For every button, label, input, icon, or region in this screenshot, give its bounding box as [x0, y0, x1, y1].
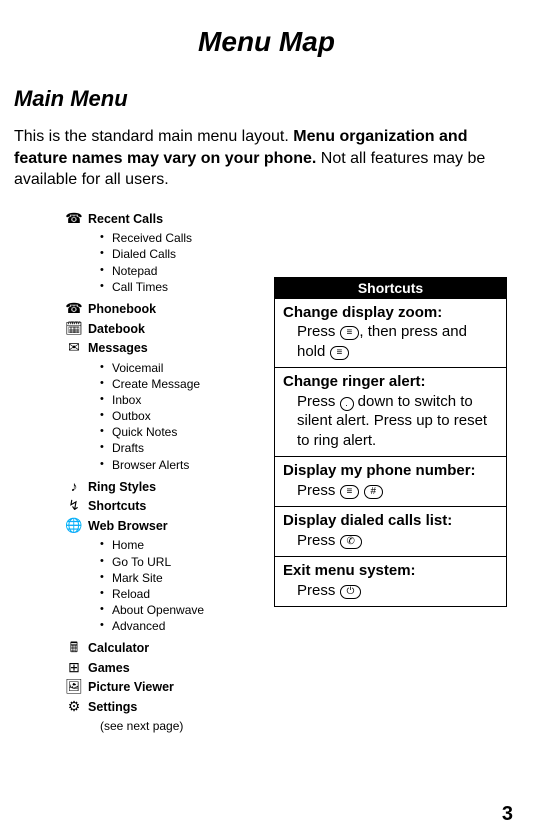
menu-icon: ☎ [64, 211, 84, 225]
key-icon: ✆ [340, 535, 362, 549]
menu-label: Ring Styles [84, 479, 156, 497]
menu-item: ⊞Games [64, 660, 274, 678]
shortcut-body: Press ≡, then press and hold ≡ [283, 322, 498, 361]
submenu-item: Inbox [100, 392, 274, 408]
nav-key-icon: · [340, 397, 354, 411]
submenu-item: Home [100, 537, 274, 553]
submenu-item: Advanced [100, 618, 274, 634]
menu-icon: 🖼 [64, 679, 84, 693]
shortcut-cell: Change ringer alert: Press · down to swit… [275, 367, 506, 456]
submenu-item: Mark Site [100, 570, 274, 586]
menu-item: ✉Messages [64, 340, 274, 358]
menu-icon: ⚙ [64, 699, 84, 713]
intro-pre: This is the standard main menu layout. [14, 128, 293, 145]
menu-item: 🖼Picture Viewer [64, 679, 274, 697]
submenu-item: Voicemail [100, 360, 274, 376]
menu-icon: 🌐 [64, 518, 84, 532]
submenu: HomeGo To URLMark SiteReloadAbout Openwa… [64, 537, 274, 634]
submenu-item: Notepad [100, 263, 274, 279]
menu-label: Recent Calls [84, 211, 163, 229]
menu-label: Datebook [84, 321, 145, 339]
menu-item: ↯Shortcuts [64, 498, 274, 516]
menu-label: Calculator [84, 640, 149, 658]
menu-note: (see next page) [64, 718, 274, 734]
submenu-item: Received Calls [100, 230, 274, 246]
submenu: VoicemailCreate MessageInboxOutboxQuick … [64, 360, 274, 473]
page-number: 3 [502, 803, 513, 826]
submenu-item: Go To URL [100, 554, 274, 570]
submenu-item: Dialed Calls [100, 246, 274, 262]
menu-item: ⚙Settings [64, 699, 274, 717]
shortcuts-table: Shortcuts Change display zoom:Press ≡, t… [274, 277, 507, 608]
shortcut-cell: Change display zoom:Press ≡, then press … [275, 298, 506, 368]
key-icon: ≡ [340, 326, 360, 340]
shortcuts-header: Shortcuts [275, 278, 506, 298]
menu-label: Web Browser [84, 518, 168, 536]
shortcut-cell: Display my phone number: Press ≡ # [275, 456, 506, 506]
page-title: Menu Map [14, 26, 519, 58]
submenu-item: Reload [100, 586, 274, 602]
shortcut-title: Display dialed calls list: [283, 512, 452, 529]
menu-label: Messages [84, 340, 148, 358]
menu-label: Picture Viewer [84, 679, 174, 697]
menu-item: 🌐Web Browser [64, 518, 274, 536]
key-icon: ≡ [340, 485, 360, 499]
menu-label: Phonebook [84, 301, 156, 319]
key-icon: ⏻ [340, 585, 362, 599]
shortcut-body: Press ≡ # [283, 481, 498, 501]
shortcuts-column: Shortcuts Change display zoom:Press ≡, t… [274, 277, 507, 608]
menu-item: 🗓Datebook [64, 321, 274, 339]
shortcut-body: Press · down to switch to silent alert. … [283, 392, 498, 451]
shortcut-title: Display my phone number: [283, 462, 476, 479]
submenu-item: Call Times [100, 279, 274, 295]
submenu-item: Create Message [100, 376, 274, 392]
shortcut-title: Exit menu system: [283, 562, 416, 579]
submenu-item: Outbox [100, 408, 274, 424]
menu-icon: 🗓 [64, 321, 84, 335]
menu-icon: ↯ [64, 498, 84, 512]
menu-column: ☎Recent CallsReceived CallsDialed CallsN… [14, 211, 274, 735]
menu-item: ♪Ring Styles [64, 479, 274, 497]
menu-icon: ⊞ [64, 660, 84, 674]
menu-icon: 🖩 [64, 640, 84, 654]
key-icon: ≡ [330, 346, 350, 360]
shortcut-title: Change ringer alert: [283, 373, 426, 390]
shortcut-cell: Display dialed calls list: Press ✆ [275, 506, 506, 556]
menu-icon: ♪ [64, 479, 84, 493]
shortcut-title: Change display zoom: [283, 304, 442, 321]
submenu-item: Quick Notes [100, 424, 274, 440]
menu-label: Shortcuts [84, 498, 146, 516]
submenu-item: Drafts [100, 440, 274, 456]
shortcut-body: Press ⏻ [283, 581, 498, 601]
section-heading: Main Menu [14, 86, 519, 112]
menu-item: ☎Recent Calls [64, 211, 274, 229]
submenu-item: About Openwave [100, 602, 274, 618]
intro-paragraph: This is the standard main menu layout. M… [14, 126, 519, 191]
menu-item: ☎Phonebook [64, 301, 274, 319]
menu-item: 🖩Calculator [64, 640, 274, 658]
key-icon: # [364, 485, 384, 499]
menu-label: Settings [84, 699, 137, 717]
menu-icon: ✉ [64, 340, 84, 354]
submenu-item: Browser Alerts [100, 457, 274, 473]
menu-icon: ☎ [64, 301, 84, 315]
shortcut-body: Press ✆ [283, 531, 498, 551]
submenu: Received CallsDialed CallsNotepadCall Ti… [64, 230, 274, 295]
shortcut-cell: Exit menu system: Press ⏻ [275, 556, 506, 606]
menu-label: Games [84, 660, 130, 678]
